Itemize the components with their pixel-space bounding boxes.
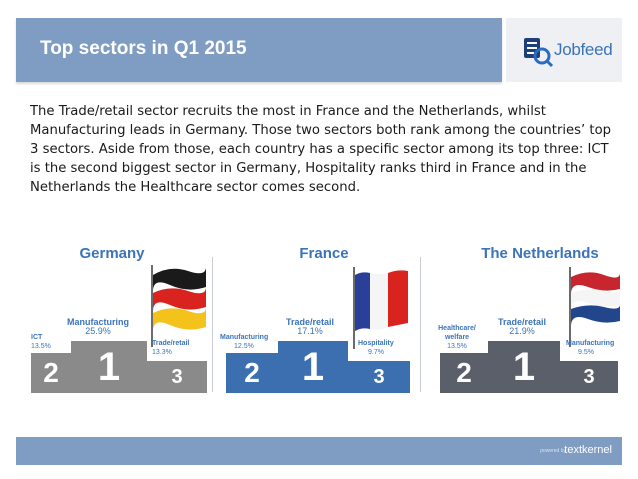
podium-step-2: 2: [226, 353, 278, 393]
podium-netherlands: The Netherlands Trade/retail 21.9% Healt…: [426, 243, 622, 393]
panel-divider: [212, 257, 213, 392]
second-place-label: ICT 13.5%: [31, 334, 51, 350]
france-flag-icon: [353, 267, 408, 349]
podium-step-2: 2: [31, 353, 71, 393]
country-title: Germany: [79, 245, 145, 262]
first-place-label: Manufacturing 25.9%: [67, 317, 129, 336]
podium-step-3: 3: [348, 361, 410, 393]
podium-step-1: 1: [71, 341, 147, 393]
netherlands-flag-icon: [569, 267, 620, 347]
germany-flag-icon: [151, 265, 206, 347]
second-place-label: Manufacturing 12.5%: [220, 334, 269, 350]
third-place-label: Trade/retail 13.3%: [152, 340, 190, 356]
jobfeed-logo: Jobfeed: [520, 36, 620, 68]
country-title: The Netherlands: [481, 245, 599, 262]
second-place-label: Healthcare/ welfare 13.5%: [438, 325, 476, 350]
podium-germany: Germany Manufacturing 25.9% ICT 13.5% Tr…: [20, 243, 216, 393]
logo-panel: Jobfeed: [506, 18, 622, 82]
podium-step-3: 3: [560, 361, 618, 393]
title-bar: Top sectors in Q1 2015: [16, 18, 502, 82]
third-place-label: Manufacturing 9.5%: [566, 340, 615, 356]
first-place-label: Trade/retail 21.9%: [497, 317, 547, 336]
panel-divider: [420, 257, 421, 392]
jobfeed-logo-icon: [524, 38, 554, 68]
third-place-label: Hospitality 9.7%: [358, 340, 394, 356]
country-title: France: [299, 245, 349, 262]
podium-step-3: 3: [147, 361, 207, 393]
textkernel-brand: textkernel: [564, 444, 612, 456]
logo-text: Jobfeed: [554, 40, 613, 59]
podium-step-1: 1: [278, 341, 348, 393]
powered-by-text: powered by: [540, 448, 566, 454]
slide-title: Top sectors in Q1 2015: [40, 38, 247, 59]
podium-france: France Trade/retail 17.1% Manufacturing …: [218, 243, 414, 393]
first-place-label: Trade/retail 17.1%: [285, 317, 335, 336]
podium-step-1: 1: [488, 341, 560, 393]
slide-header: Top sectors in Q1 2015 Jobfeed: [0, 0, 638, 90]
slide-footer: powered by textkernel: [16, 437, 622, 465]
podium-step-2: 2: [440, 353, 488, 393]
intro-paragraph: The Trade/retail sector recruits the mos…: [30, 104, 612, 195]
